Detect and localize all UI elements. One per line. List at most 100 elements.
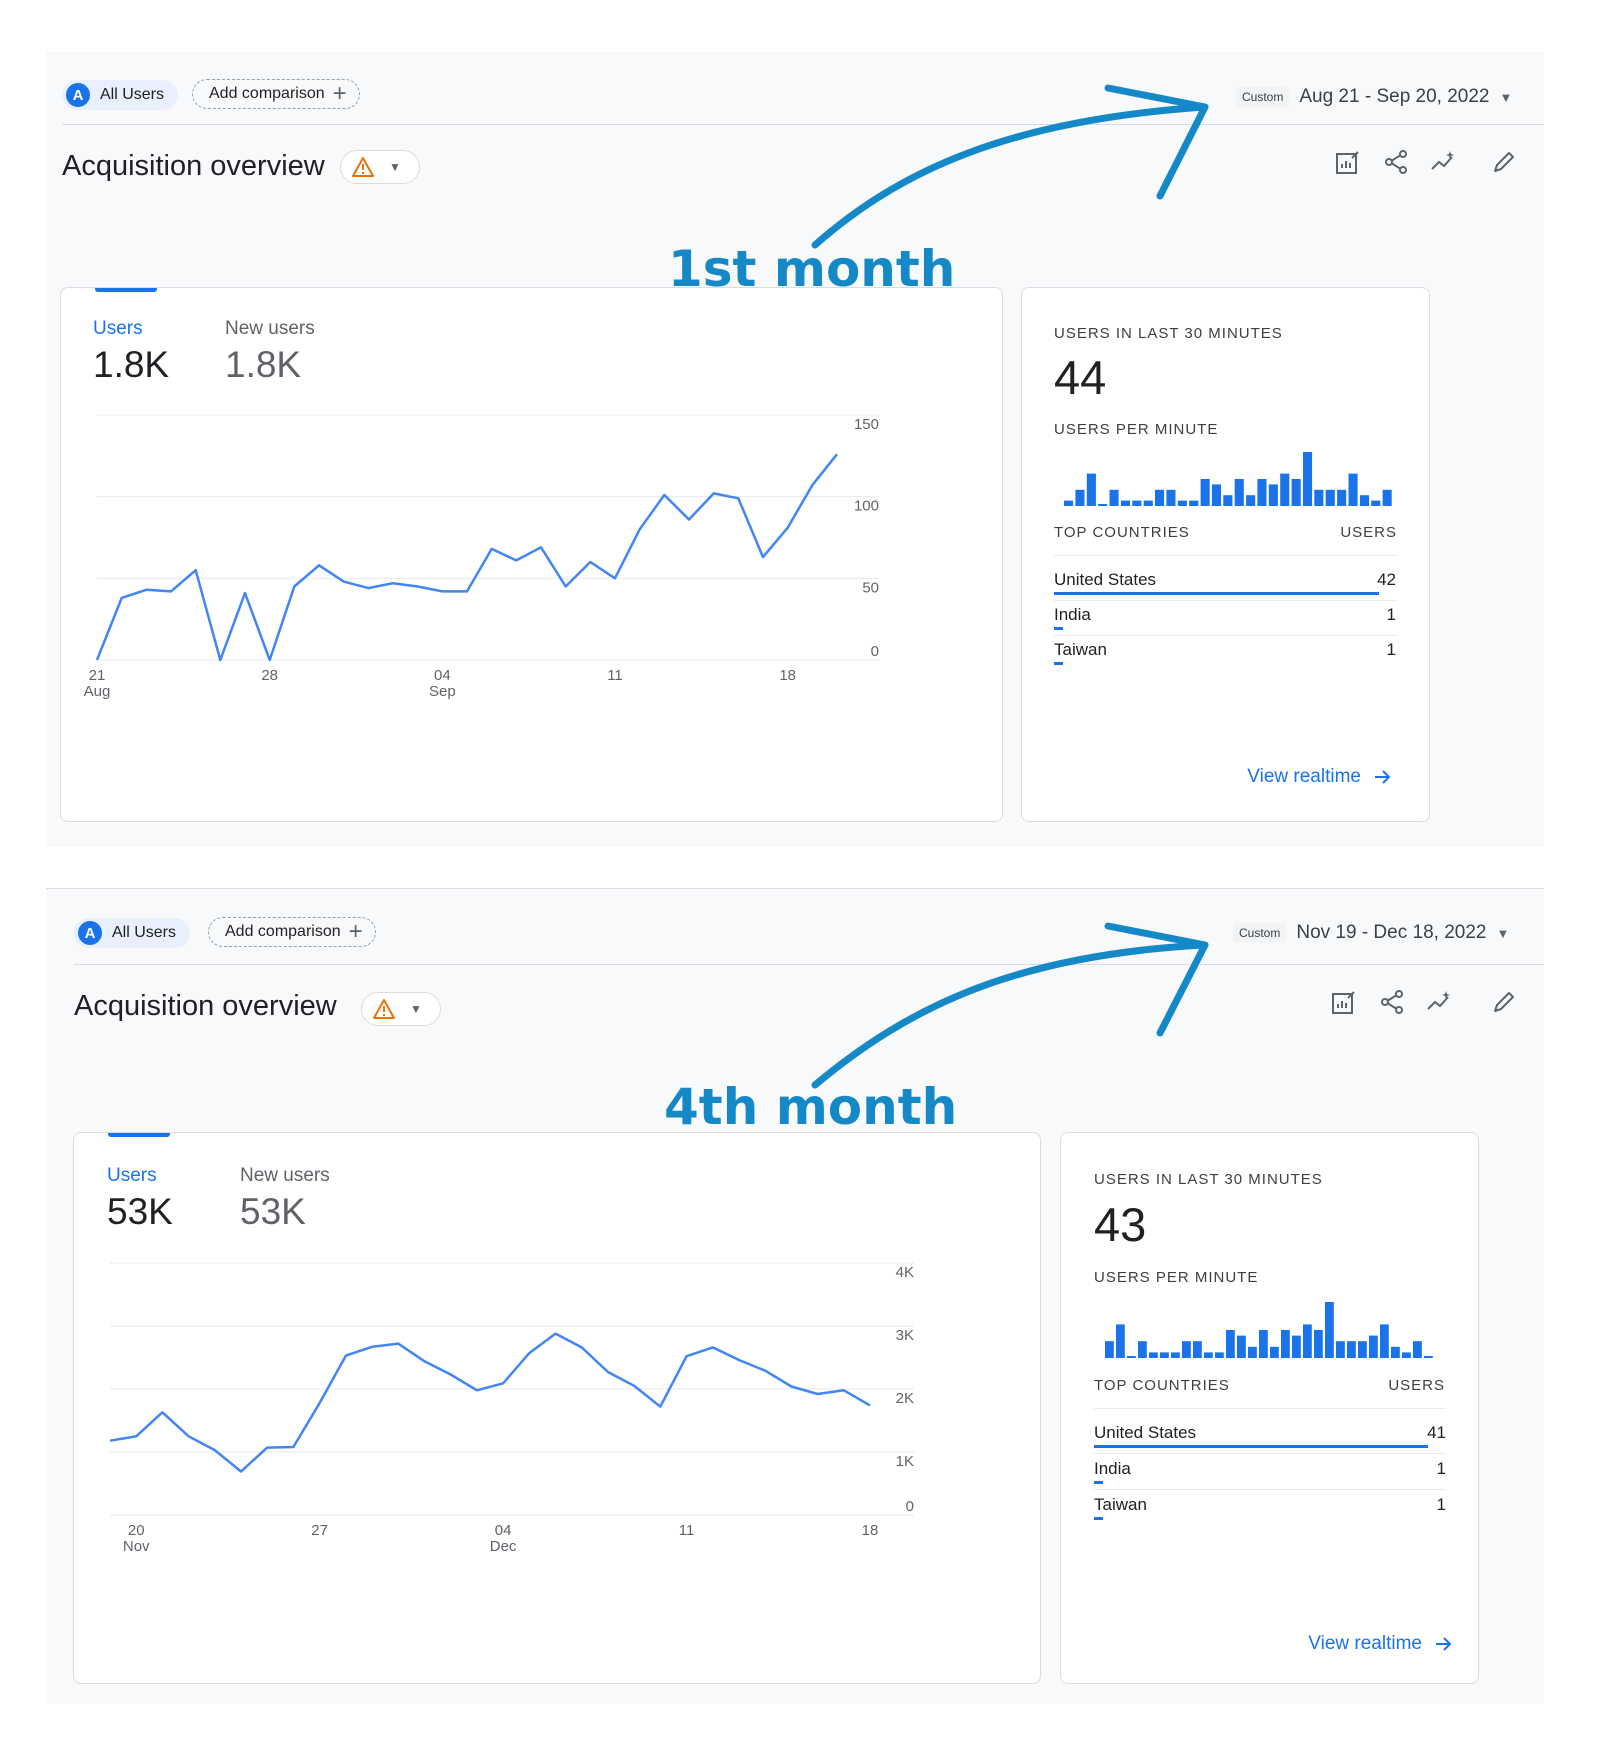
per-minute-bar (1303, 452, 1313, 506)
per-minute-bar (1155, 489, 1165, 506)
insights-icon[interactable] (1430, 148, 1458, 176)
warning-icon (352, 157, 374, 177)
x-tick-label: 04 (434, 667, 451, 684)
x-tick-label: 20 (128, 1522, 145, 1539)
add-comparison-button[interactable]: Add comparison + (208, 917, 376, 947)
y-tick-label: 0 (906, 1498, 914, 1515)
per-minute-bar (1257, 479, 1267, 506)
share-icon[interactable] (1382, 148, 1410, 176)
per-minute-bar (1149, 1352, 1158, 1358)
users-per-minute-bars (1105, 1302, 1433, 1358)
users-column-header: USERS (1340, 524, 1397, 541)
per-minute-bar (1200, 479, 1210, 506)
country-row: United States 42 (1054, 570, 1396, 600)
y-tick-label: 3K (896, 1327, 914, 1344)
y-tick-label: 100 (854, 498, 879, 515)
view-realtime-link[interactable]: View realtime (1308, 1633, 1452, 1655)
data-quality-dropdown[interactable]: ▼ (340, 150, 420, 184)
y-tick-label: 2K (896, 1390, 914, 1407)
y-tick-label: 4K (896, 1264, 914, 1281)
segment-chip[interactable]: A All Users (62, 80, 179, 110)
per-minute-bar (1204, 1352, 1213, 1358)
per-minute-bar (1166, 489, 1176, 506)
view-realtime-link[interactable]: View realtime (1247, 766, 1391, 788)
page-title: Acquisition overview (62, 150, 325, 182)
country-name: Taiwan (1094, 1495, 1147, 1514)
edit-icon[interactable] (1490, 988, 1518, 1016)
metric-tab-new-users[interactable]: New users (225, 318, 315, 339)
per-minute-bar (1314, 1330, 1323, 1358)
country-divider (1094, 1453, 1446, 1454)
per-minute-bar (1193, 1341, 1202, 1358)
per-minute-caption: USERS PER MINUTE (1094, 1269, 1259, 1286)
per-minute-bar (1325, 1302, 1334, 1358)
data-quality-dropdown[interactable]: ▼ (361, 992, 441, 1026)
per-minute-bar (1292, 1335, 1301, 1358)
country-share-bar (1094, 1481, 1103, 1484)
top-divider (46, 888, 1544, 889)
header-divider (74, 964, 1544, 965)
metric-tab-new-users[interactable]: New users (240, 1165, 330, 1186)
date-range-picker[interactable]: Custom Aug 21 - Sep 20, 2022 ▼ (1236, 86, 1512, 108)
country-users: 1 (1386, 605, 1396, 624)
segment-avatar: A (78, 921, 102, 945)
share-icon[interactable] (1378, 988, 1406, 1016)
users-per-minute-bars (1064, 452, 1392, 506)
per-minute-bar (1189, 500, 1199, 506)
per-minute-bar (1270, 1346, 1279, 1358)
chevron-down-icon: ▼ (389, 160, 401, 174)
country-name: United States (1054, 570, 1157, 589)
date-range-picker[interactable]: Custom Nov 19 - Dec 18, 2022 ▼ (1233, 922, 1509, 944)
per-minute-bar (1358, 1341, 1367, 1358)
date-range-tag: Custom (1233, 923, 1287, 943)
tab-indicator (108, 1133, 170, 1137)
per-minute-bar (1325, 489, 1335, 506)
per-minute-bar (1215, 1352, 1224, 1358)
caret-down-icon: ▼ (1496, 925, 1510, 941)
realtime-caption: USERS IN LAST 30 MINUTES (1054, 325, 1283, 342)
customize-report-icon[interactable] (1334, 148, 1362, 176)
x-tick-label: 27 (311, 1522, 328, 1539)
add-comparison-button[interactable]: Add comparison + (192, 79, 360, 109)
realtime-caption: USERS IN LAST 30 MINUTES (1094, 1171, 1323, 1188)
per-minute-bar (1132, 500, 1142, 506)
date-range-label: Aug 21 - Sep 20, 2022 (1299, 86, 1490, 107)
top-countries-header: TOP COUNTRIES (1054, 524, 1190, 541)
metric-tab-users[interactable]: Users (107, 1165, 157, 1186)
view-realtime-label: View realtime (1247, 766, 1361, 787)
per-minute-bar (1359, 495, 1369, 506)
country-name: India (1054, 605, 1091, 624)
metric-tab-users[interactable]: Users (93, 318, 143, 339)
metric-value-new-users: 53K (240, 1191, 306, 1232)
country-row: Taiwan 1 (1094, 1495, 1446, 1525)
country-users: 1 (1436, 1495, 1446, 1514)
per-minute-bar (1211, 484, 1221, 506)
per-minute-bar (1371, 500, 1381, 506)
country-name: India (1094, 1459, 1131, 1478)
segment-chip[interactable]: A All Users (74, 918, 191, 948)
country-divider (1054, 600, 1396, 601)
realtime-card: USERS IN LAST 30 MINUTES 44 USERS PER MI… (1021, 287, 1430, 822)
warning-icon (373, 999, 395, 1019)
per-minute-bar (1248, 1346, 1257, 1358)
country-row: India 1 (1054, 605, 1396, 635)
customize-report-icon[interactable] (1330, 988, 1358, 1016)
insights-icon[interactable] (1426, 988, 1454, 1016)
per-minute-bar (1291, 479, 1301, 506)
tab-indicator (95, 288, 157, 292)
x-tick-label: 11 (607, 667, 623, 684)
per-minute-bar (1259, 1330, 1268, 1358)
per-minute-bar (1171, 1352, 1180, 1358)
per-minute-bar (1303, 1324, 1312, 1358)
chevron-down-icon: ▼ (410, 1002, 422, 1016)
report-panel-2: A All Users Add comparison + Custom Nov … (46, 888, 1544, 1704)
per-minute-bar (1075, 489, 1085, 506)
country-users: 41 (1427, 1423, 1446, 1442)
country-share-bar (1094, 1517, 1103, 1520)
edit-icon[interactable] (1490, 148, 1518, 176)
caret-down-icon: ▼ (1499, 89, 1513, 105)
per-minute-bar (1182, 1341, 1191, 1358)
per-minute-bar (1314, 489, 1324, 506)
per-minute-bar (1391, 1346, 1400, 1358)
